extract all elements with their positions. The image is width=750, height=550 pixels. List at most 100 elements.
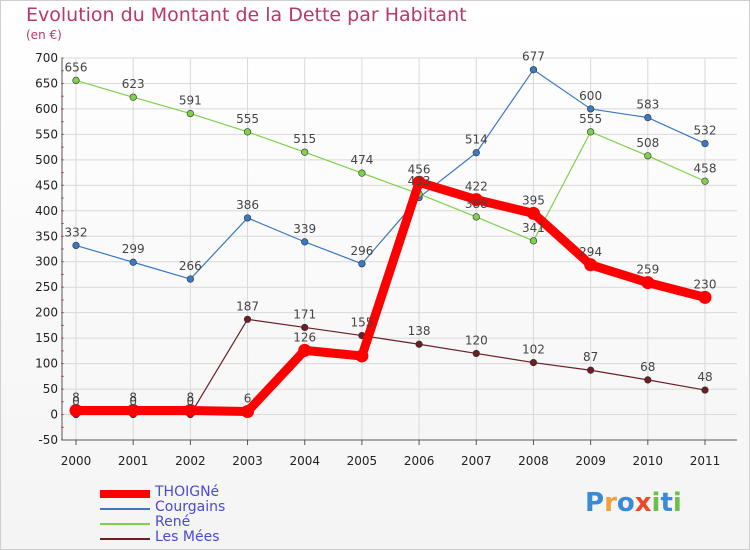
data-label: 266 [179,259,202,273]
legend-label: René [155,514,191,530]
series-line-les-m-es [75,318,706,416]
logo-letter: i [651,488,661,518]
data-label: 8 [72,390,80,404]
data-label: 6 [244,391,252,405]
data-point [186,109,194,118]
data-point [469,193,483,207]
x-tick-label: 2001 [118,454,149,468]
data-point [355,349,369,363]
data-label: 555 [579,112,602,126]
chart-subtitle: (en €) [26,28,62,42]
data-point [526,206,540,220]
data-label: 120 [465,333,488,347]
data-label: 474 [350,153,373,167]
data-point [126,403,140,417]
data-point [584,258,598,272]
y-tick-label: 650 [35,76,58,90]
data-point [243,128,252,136]
data-point [301,238,309,246]
y-tick-label: 450 [35,178,58,192]
legend-label: Courgains [155,499,226,515]
chart-title: Evolution du Montant de la Dette par Hab… [26,4,467,26]
x-tick-label: 2008 [518,454,549,468]
data-point [243,315,252,323]
data-label: 515 [293,132,316,146]
logo-letter: P [585,488,605,518]
data-labels: 0 0 01871711551381201028768483322992663863… [65,50,717,409]
y-tick-label: 250 [35,280,58,294]
data-label: 332 [65,225,88,239]
data-label: 0 [72,395,80,409]
proxiti-logo: Proxiti [585,488,682,518]
data-point [412,175,426,189]
data-point [129,93,137,101]
data-point [472,149,480,157]
legend-label: Les Mées [155,529,220,545]
data-point [701,386,709,394]
y-axis: -50 0 50 100 150 200 250 300 350 400 450 500 550 600 6… [35,51,64,447]
data-label: 126 [293,330,316,344]
data-point [644,152,652,160]
data-label: 102 [522,343,545,357]
data-label: 155 [350,316,373,330]
legend-swatch [100,490,150,498]
y-tick-label: 550 [35,127,58,141]
data-label: 388 [465,197,488,211]
data-point [587,105,595,113]
data-label: 68 [640,360,655,374]
logo-letter: x [634,488,652,518]
x-tick-label: 2004 [289,454,320,468]
y-tick-label: 200 [35,306,58,320]
data-label: 395 [522,193,545,207]
data-label: 677 [522,50,545,64]
series-les-m-es [72,315,709,419]
data-label: 294 [579,245,602,259]
data-label: 583 [636,98,659,112]
data-label: 0 [187,395,195,409]
data-point [186,275,194,283]
data-point [472,213,480,221]
data-label: 299 [122,242,145,256]
x-tick-label: 2002 [175,454,206,468]
data-label: 422 [465,180,488,194]
data-point [72,76,80,85]
data-label: 8 [129,390,137,404]
logo-letter: i [672,488,682,518]
y-tick-label: 600 [35,102,58,116]
x-tick-label: 2005 [347,454,378,468]
data-point [301,323,309,332]
data-point [529,66,538,74]
series-line-thoign [71,177,710,416]
x-tick-label: 2009 [575,454,606,468]
data-label: 138 [408,324,431,338]
x-tick-label: 2000 [61,454,92,468]
legend-label: THOIGNé [155,484,220,500]
x-tick-label: 2003 [232,454,263,468]
legend-swatch [100,523,150,525]
data-label: 0 [129,395,137,409]
data-point [701,177,709,185]
data-label: 339 [293,222,316,236]
y-tick-label: 150 [35,331,58,345]
data-point [587,366,595,374]
series-ren [72,76,709,245]
data-label: 259 [636,263,659,277]
series-line-courgains [75,69,706,280]
data-label: 532 [694,124,717,138]
data-point [529,358,538,367]
logo-letter: t [660,488,673,518]
data-point [644,113,652,122]
y-tick-label: 400 [35,204,58,218]
data-point [415,340,423,348]
data-point [301,148,309,156]
data-point [701,139,709,148]
data-point [641,276,655,290]
series-line-ren [75,79,706,242]
data-label: 514 [465,133,488,147]
data-label: 341 [522,221,545,235]
data-point [529,237,538,245]
y-tick-label: -50 [38,433,58,447]
data-label: 508 [636,136,659,150]
y-tick-label: 0 [50,408,58,422]
